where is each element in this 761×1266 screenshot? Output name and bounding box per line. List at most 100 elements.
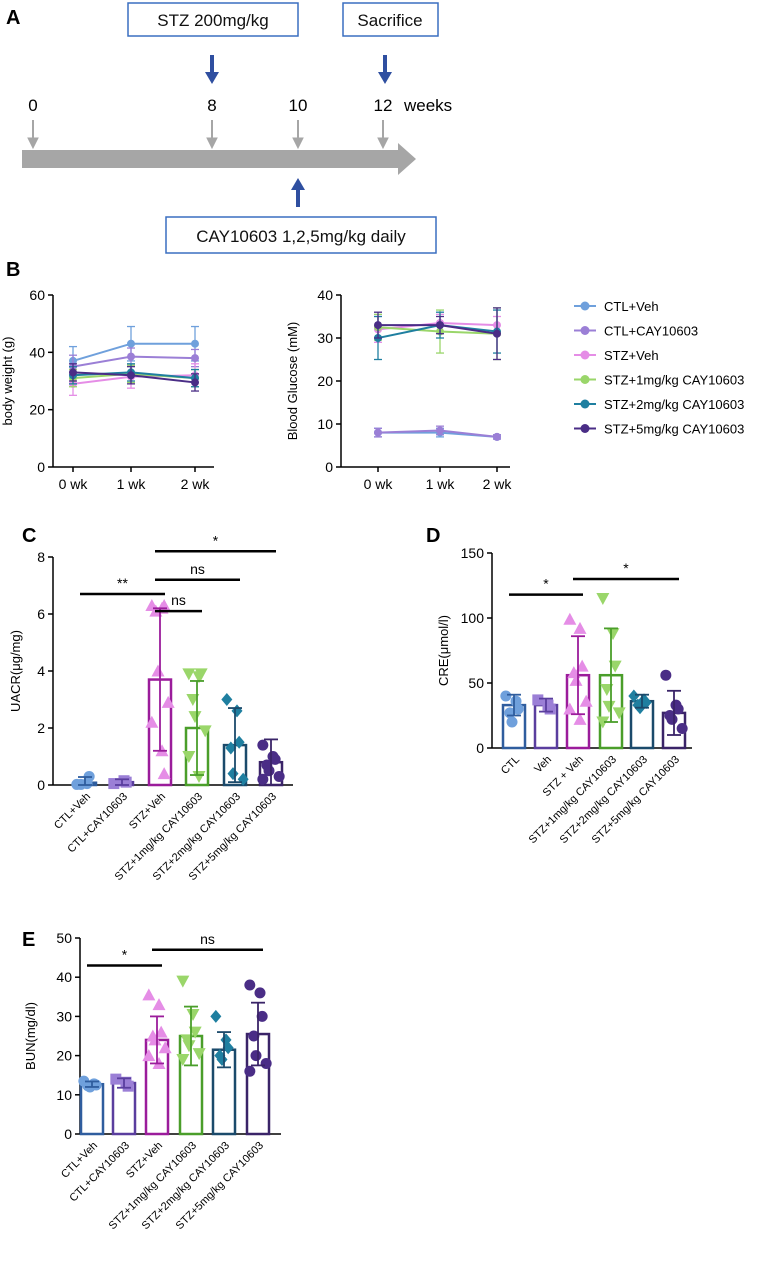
data-point xyxy=(191,378,199,387)
data-point xyxy=(191,354,199,363)
legend-swatch-dot xyxy=(580,301,590,311)
x-tick-label: CTL+CAY10603 xyxy=(67,1140,132,1205)
y-tick-label: 40 xyxy=(56,969,72,985)
y-tick-label: 20 xyxy=(317,373,333,389)
x-tick-label: 0 wk xyxy=(59,476,89,492)
scatter-point xyxy=(248,1030,260,1042)
panel-label-d: D xyxy=(426,525,440,547)
scatter-point xyxy=(188,711,202,724)
scatter-point xyxy=(198,725,212,738)
scatter-point xyxy=(151,664,165,677)
scatter-point xyxy=(142,1049,156,1062)
scatter-point xyxy=(569,673,583,686)
panel-label-b: B xyxy=(6,259,20,281)
significance-label: ns xyxy=(200,931,215,947)
cay-arrow-head xyxy=(291,178,305,190)
stz-label: STZ 200mg/kg xyxy=(157,11,269,30)
y-tick-label: 2 xyxy=(37,720,45,736)
legend-swatch-dot xyxy=(580,399,590,409)
cay-label: CAY10603 1,2,5mg/kg daily xyxy=(196,227,406,246)
timeline-bar-head xyxy=(398,143,416,175)
timeline-bar xyxy=(22,150,400,168)
panel-label-c: C xyxy=(22,525,36,547)
scatter-point xyxy=(182,668,196,681)
y-axis-label: body weight (g) xyxy=(0,337,15,426)
data-point xyxy=(127,371,135,380)
x-tick-label: 2 wk xyxy=(181,476,211,492)
scatter-point xyxy=(573,712,587,725)
y-axis-label: Blood Glucose (mM) xyxy=(285,322,300,440)
scatter-point xyxy=(182,1040,196,1053)
data-point xyxy=(374,321,382,330)
data-point xyxy=(436,426,444,435)
chart-uacr: 02468UACR(μg/mg)CTL+VehCTL+CAY10603STZ+V… xyxy=(8,532,293,883)
scatter-point xyxy=(176,975,190,988)
weeks-label: weeks xyxy=(403,96,452,115)
data-point xyxy=(127,339,135,348)
y-tick-label: 4 xyxy=(37,663,45,679)
scatter-point xyxy=(244,1065,256,1077)
y-tick-label: 10 xyxy=(56,1087,72,1103)
timeline-tick-10: 10 xyxy=(289,96,308,115)
data-point xyxy=(127,352,135,361)
y-axis-label: BUN(mg/dl) xyxy=(23,1002,38,1070)
scatter-point xyxy=(672,703,684,715)
y-tick-label: 10 xyxy=(317,416,333,432)
scatter-point xyxy=(512,703,524,715)
x-tick-label: 0 wk xyxy=(364,476,394,492)
legend: CTL+Veh CTL+CAY10603 STZ+Veh STZ+1mg/kg CAY… xyxy=(574,299,744,437)
timeline-tick-0: 0 xyxy=(28,96,37,115)
data-point xyxy=(493,432,501,441)
scatter-point xyxy=(188,1026,202,1039)
y-tick-label: 60 xyxy=(29,287,45,303)
y-tick-label: 50 xyxy=(468,675,484,691)
scatter-point xyxy=(600,684,614,696)
sacrifice-box xyxy=(342,2,439,37)
data-point xyxy=(374,428,382,437)
y-tick-label: 0 xyxy=(64,1126,72,1142)
scatter-point xyxy=(257,773,269,785)
scatter-point xyxy=(608,660,622,673)
panel-label-e: E xyxy=(22,929,35,951)
scatter-point xyxy=(666,713,678,725)
scatter-point xyxy=(145,715,159,728)
legend-label: STZ+Veh xyxy=(604,348,659,363)
scatter-point xyxy=(628,689,640,703)
scatter-point xyxy=(182,751,196,763)
scatter-point xyxy=(231,704,243,718)
scatter-point xyxy=(186,1008,200,1021)
y-tick-label: 0 xyxy=(476,740,484,756)
chart-blood-glucose: 0 10 20 30 40 Blood Glucose (mM) 0 wk 1 wk 2 wk xyxy=(285,287,512,492)
scatter-point xyxy=(500,690,512,702)
scatter-point xyxy=(606,628,620,641)
significance-label: ** xyxy=(117,575,128,591)
sacrifice-label: Sacrifice xyxy=(357,11,422,30)
scatter-point xyxy=(244,979,256,991)
scatter-point xyxy=(573,621,587,634)
scatter-point xyxy=(676,723,688,734)
scatter-point xyxy=(222,1041,234,1055)
scatter-point xyxy=(260,1057,272,1069)
scatter-point xyxy=(612,707,626,720)
stz-box xyxy=(127,2,299,37)
timeline-grey-arrows xyxy=(27,120,389,150)
scatter-point xyxy=(563,702,577,715)
scatter-point xyxy=(142,988,156,1001)
scatter-point xyxy=(273,770,285,782)
scatter-point xyxy=(250,1050,262,1062)
y-axis-label: CRE(μmol/l) xyxy=(436,615,451,686)
timeline-tick-8: 8 xyxy=(207,96,216,115)
x-tick-label: 2 wk xyxy=(483,476,513,492)
scatter-point xyxy=(575,659,589,672)
stz-arrow-head xyxy=(205,72,219,84)
y-tick-label: 30 xyxy=(317,330,333,346)
scatter-point xyxy=(192,770,206,783)
scatter-point xyxy=(122,1080,134,1092)
scatter-point xyxy=(221,693,233,706)
scatter-point xyxy=(110,1073,122,1085)
x-tick-label: Veh xyxy=(532,754,554,776)
cay-box xyxy=(165,216,437,254)
significance-label: * xyxy=(122,946,128,962)
